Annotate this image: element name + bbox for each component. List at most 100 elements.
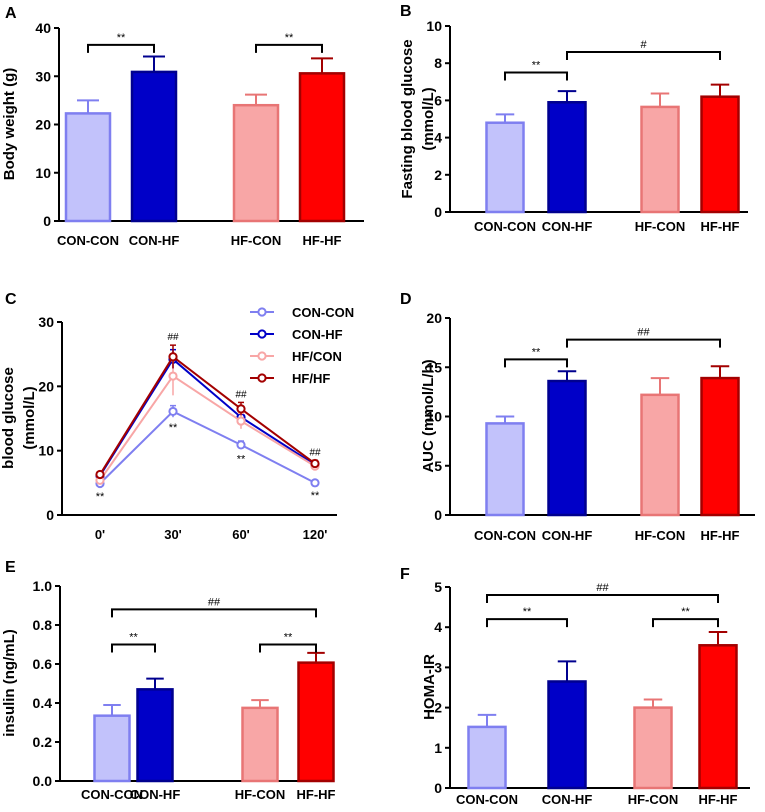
legend-label: CON-CON — [292, 305, 354, 320]
significance-label: ## — [309, 447, 321, 458]
x-category-label: HF-HF — [297, 787, 336, 802]
y-tick-label: 3 — [434, 659, 442, 675]
significance-label: ** — [285, 32, 294, 44]
y-tick-label: 15 — [426, 359, 442, 375]
series-line — [99, 357, 316, 477]
bar-hf-con — [640, 105, 680, 214]
data-point — [95, 469, 105, 480]
significance-bracket — [259, 643, 317, 653]
x-tick-label: 60' — [232, 527, 250, 542]
bar-hf-con — [633, 706, 673, 790]
bar-hf-hf — [297, 661, 335, 783]
legend-marker — [257, 373, 267, 383]
significance-bracket — [255, 43, 323, 53]
y-tick-label: 20 — [38, 378, 54, 394]
x-category-label: HF-CON — [231, 233, 282, 248]
y-tick-label: 6 — [434, 92, 442, 108]
y-tick-label: 5 — [434, 458, 442, 474]
significance-label: ** — [532, 60, 541, 72]
significance-label: ** — [237, 454, 246, 466]
data-point — [168, 406, 178, 417]
series-line — [99, 410, 316, 485]
data-point — [236, 404, 246, 414]
bar-hf-con — [232, 103, 280, 223]
data-point — [168, 371, 178, 381]
panel-letter-F: F — [400, 566, 410, 583]
data-point — [168, 352, 178, 362]
x-category-label: HF-HF — [303, 233, 342, 248]
significance-label: ## — [208, 596, 221, 608]
legend-marker — [257, 351, 267, 361]
series-line — [99, 355, 316, 475]
significance-bracket — [486, 618, 568, 628]
data-point — [236, 416, 246, 426]
x-category-label: CON-CON — [81, 787, 143, 802]
x-category-label: CON-CON — [474, 219, 536, 234]
y-tick-label: 4 — [434, 130, 442, 146]
significance-bracket — [566, 338, 721, 348]
panel-letter-C: C — [5, 291, 17, 308]
legend-marker — [257, 307, 267, 317]
x-tick-label: 30' — [164, 527, 182, 542]
y-tick-label: 2 — [434, 167, 442, 183]
y-axis-label: AUC (mmol/L/h) — [420, 359, 437, 472]
y-tick-label: 30 — [38, 314, 54, 330]
significance-label: ** — [681, 606, 690, 618]
y-tick-label: 2 — [434, 700, 442, 716]
y-tick-label: 1 — [434, 740, 442, 756]
y-tick-label: 0 — [434, 204, 442, 220]
x-category-label: CON-CON — [474, 528, 536, 543]
bar-con-hf — [547, 680, 587, 790]
y-tick-label: 40 — [35, 20, 51, 36]
x-category-label: CON-HF — [130, 787, 181, 802]
x-category-label: HF-HF — [701, 219, 740, 234]
y-axis-label: Fasting blood glucose (mmol/L) — [399, 39, 437, 198]
y-tick-label: 0 — [46, 507, 54, 523]
y-axis-label: Body weight (g) — [1, 68, 18, 181]
significance-label: ** — [129, 632, 138, 644]
data-point — [236, 440, 246, 450]
y-tick-label: 8 — [434, 55, 442, 71]
y-tick-label: 30 — [35, 68, 51, 84]
significance-label: ** — [311, 490, 320, 502]
x-category-label: HF-CON — [635, 219, 686, 234]
bar-hf-hf — [700, 95, 740, 214]
y-tick-label: 4 — [434, 619, 442, 635]
x-category-label: HF-CON — [628, 792, 679, 807]
data-point — [310, 478, 320, 488]
y-tick-label: 10 — [35, 165, 51, 181]
significance-bracket — [111, 608, 317, 618]
panel-letter-E: E — [5, 559, 16, 576]
x-category-label: HF-HF — [699, 792, 738, 807]
x-category-label: CON-CON — [57, 233, 119, 248]
significance-label: ** — [523, 606, 532, 618]
bar-con-con — [64, 112, 112, 223]
x-tick-label: 0' — [95, 527, 105, 542]
panel-letter-A: A — [5, 5, 17, 22]
significance-bracket — [87, 43, 155, 53]
bar-con-con — [467, 725, 507, 790]
x-category-label: CON-HF — [542, 219, 593, 234]
bar-hf-con — [640, 393, 680, 517]
bar-con-hf — [547, 101, 587, 214]
bar-con-con — [485, 422, 525, 517]
y-tick-label: 1.0 — [33, 578, 53, 594]
x-category-label: HF-HF — [701, 528, 740, 543]
y-axis-label: HOMA-IR — [421, 654, 438, 720]
bar-con-con — [93, 714, 131, 783]
y-tick-label: 5 — [434, 579, 442, 595]
legend-label: CON-HF — [292, 327, 343, 342]
bar-con-hf — [547, 379, 587, 517]
panel-letter-D: D — [400, 291, 412, 308]
x-category-label: HF-CON — [635, 528, 686, 543]
significance-label: # — [640, 39, 647, 51]
y-tick-label: 20 — [35, 117, 51, 133]
x-category-label: CON-HF — [542, 792, 593, 807]
bar-hf-hf — [698, 644, 738, 790]
significance-bracket — [111, 643, 156, 653]
significance-label: ** — [532, 346, 541, 358]
bar-con-hf — [136, 688, 174, 783]
significance-label: ** — [117, 32, 126, 44]
significance-label: ## — [596, 582, 609, 594]
x-category-label: CON-HF — [542, 528, 593, 543]
